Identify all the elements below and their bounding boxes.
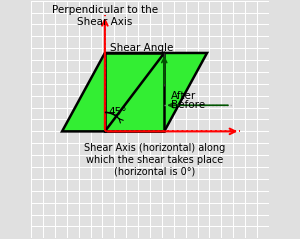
Text: Before: Before (171, 100, 206, 110)
Text: 45°: 45° (108, 107, 127, 117)
Text: Perpendicular to the
Shear Axis: Perpendicular to the Shear Axis (52, 5, 158, 27)
Polygon shape (105, 53, 164, 131)
Text: After: After (171, 91, 196, 101)
Text: Shear Angle: Shear Angle (110, 43, 173, 53)
Text: Shear Axis (horizontal) along
which the shear takes place
(horizontal is 0°): Shear Axis (horizontal) along which the … (84, 143, 225, 176)
Polygon shape (62, 53, 207, 131)
